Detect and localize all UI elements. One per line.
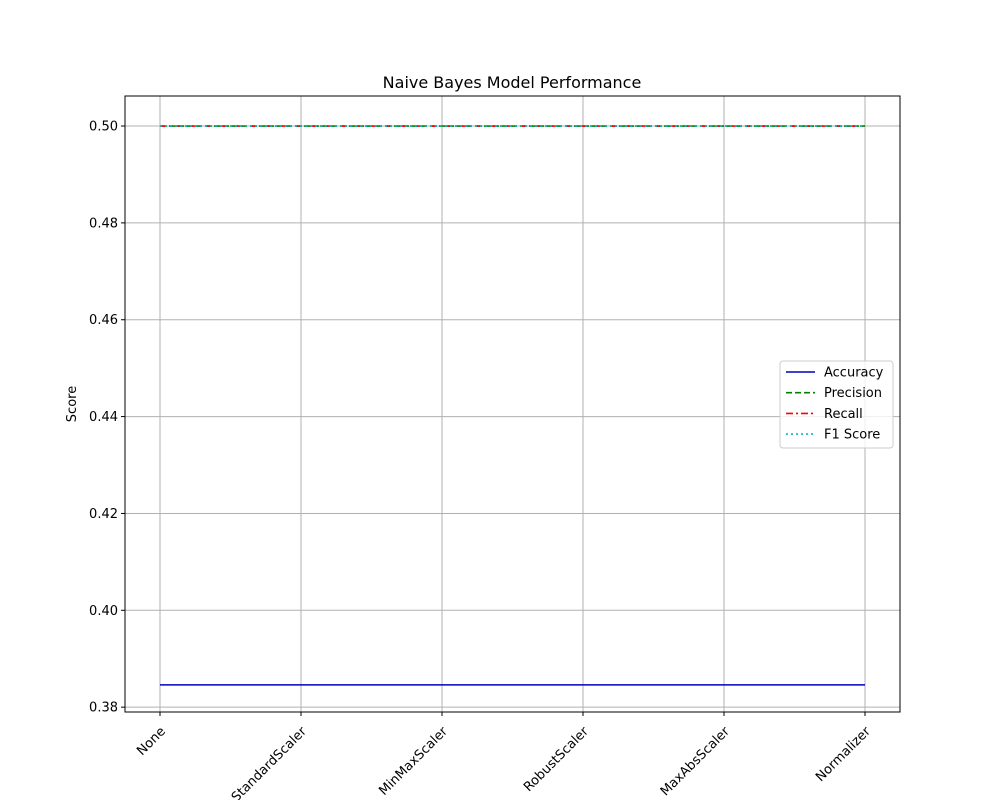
chart-title: Naive Bayes Model Performance xyxy=(383,73,642,92)
y-tick-label: 0.48 xyxy=(89,216,118,231)
y-axis: 0.38 0.40 0.42 0.44 0.46 0.48 0.50 xyxy=(89,120,125,716)
y-tick-label: 0.38 xyxy=(89,701,118,716)
y-tick-label: 0.42 xyxy=(89,507,118,522)
legend-label-recall: Recall xyxy=(824,407,863,422)
y-tick-label: 0.40 xyxy=(89,604,118,619)
legend-label-precision: Precision xyxy=(824,386,882,401)
y-axis-label: Score xyxy=(65,386,80,422)
legend-items: Accuracy Precision Recall F1 Score xyxy=(786,366,884,443)
legend-label-f1-score: F1 Score xyxy=(824,428,880,443)
series-layer xyxy=(160,125,865,686)
plot-area-frame xyxy=(124,95,901,713)
y-tick-label: 0.50 xyxy=(89,120,118,135)
legend: Accuracy Precision Recall F1 Score xyxy=(779,360,894,449)
legend-frame xyxy=(779,360,894,449)
y-tick-label: 0.44 xyxy=(89,410,118,425)
grid-layer xyxy=(125,96,900,712)
y-tick-label: 0.46 xyxy=(89,313,118,328)
legend-label-accuracy: Accuracy xyxy=(824,366,884,381)
